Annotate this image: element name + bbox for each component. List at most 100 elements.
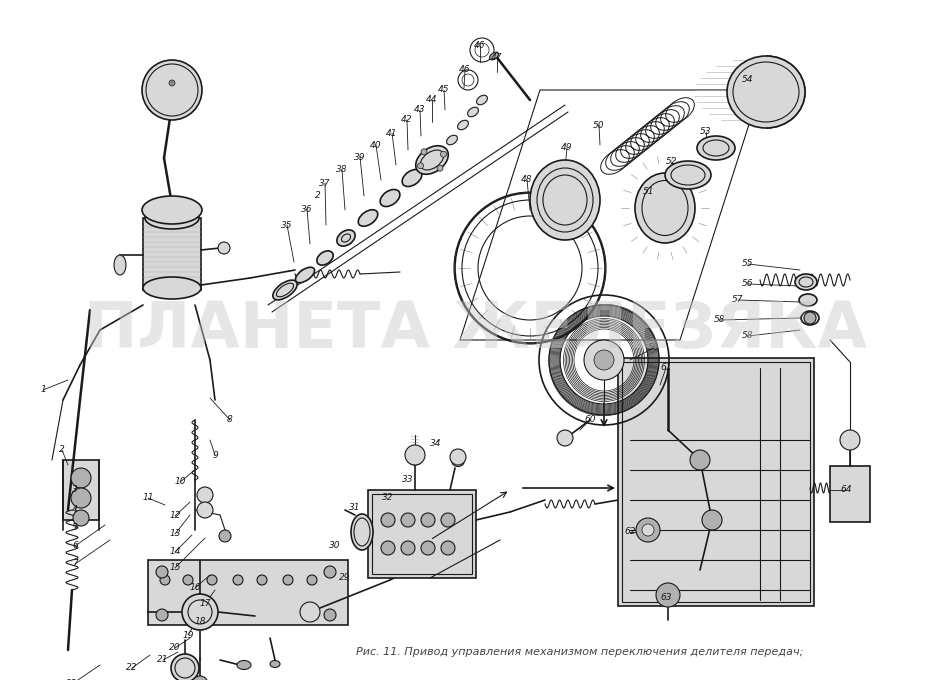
Ellipse shape (114, 255, 126, 275)
Circle shape (207, 575, 217, 585)
Text: 53: 53 (700, 128, 712, 137)
Text: 51: 51 (643, 188, 655, 197)
Text: 12: 12 (169, 511, 180, 520)
Text: 31: 31 (350, 503, 361, 513)
Text: 32: 32 (382, 494, 393, 503)
Text: 45: 45 (438, 86, 449, 95)
Circle shape (804, 312, 816, 324)
Circle shape (401, 541, 415, 555)
Circle shape (233, 575, 243, 585)
Circle shape (584, 340, 624, 380)
Ellipse shape (295, 267, 314, 283)
Text: 47: 47 (491, 54, 503, 63)
Text: 61: 61 (660, 364, 672, 373)
Text: 6: 6 (72, 541, 78, 551)
Text: 48: 48 (522, 175, 533, 184)
Text: 22: 22 (126, 664, 138, 673)
Text: 29: 29 (339, 573, 351, 583)
Text: 38: 38 (336, 165, 348, 175)
Ellipse shape (237, 660, 251, 670)
Ellipse shape (799, 294, 817, 306)
Text: ПЛАНЕТА ЖЕЛЕЗЯКА: ПЛАНЕТА ЖЕЛЕЗЯКА (84, 299, 866, 361)
Circle shape (142, 60, 202, 120)
Text: 16: 16 (189, 583, 200, 592)
Text: 1: 1 (40, 386, 46, 394)
Ellipse shape (408, 455, 422, 465)
Circle shape (183, 575, 193, 585)
Ellipse shape (446, 135, 457, 145)
Bar (63, 460, 99, 520)
Ellipse shape (380, 190, 400, 207)
Text: 20: 20 (169, 643, 180, 653)
Bar (368, 490, 476, 578)
Circle shape (557, 430, 573, 446)
Ellipse shape (273, 280, 297, 300)
Bar (622, 362, 810, 602)
Text: 46: 46 (474, 41, 485, 50)
Circle shape (636, 518, 660, 542)
Circle shape (197, 502, 213, 518)
Circle shape (71, 468, 91, 488)
Circle shape (401, 513, 415, 527)
Circle shape (381, 541, 395, 555)
Text: 8: 8 (227, 415, 233, 424)
Ellipse shape (270, 660, 280, 668)
Circle shape (594, 350, 614, 370)
Bar (148, 560, 348, 625)
Ellipse shape (530, 160, 600, 240)
Text: 57: 57 (732, 296, 744, 305)
Circle shape (421, 149, 427, 155)
Circle shape (73, 510, 89, 526)
Circle shape (405, 445, 425, 465)
Circle shape (702, 510, 722, 530)
Text: 41: 41 (387, 129, 398, 137)
Circle shape (441, 151, 446, 157)
Text: 59: 59 (648, 343, 659, 352)
Text: 50: 50 (593, 120, 605, 129)
Ellipse shape (801, 311, 819, 325)
Ellipse shape (458, 120, 468, 130)
Text: 7: 7 (72, 560, 78, 568)
Circle shape (257, 575, 267, 585)
Ellipse shape (727, 56, 805, 128)
Text: 4: 4 (72, 505, 78, 515)
Text: 58: 58 (742, 332, 753, 341)
Ellipse shape (337, 230, 355, 246)
Circle shape (219, 530, 231, 542)
Text: 14: 14 (169, 547, 180, 556)
Text: 18: 18 (194, 617, 206, 626)
Text: 2: 2 (59, 445, 65, 454)
Ellipse shape (467, 107, 479, 117)
Circle shape (300, 602, 320, 622)
Text: 11: 11 (142, 494, 154, 503)
Circle shape (71, 488, 91, 508)
Text: 19: 19 (182, 630, 194, 639)
Circle shape (441, 513, 455, 527)
Ellipse shape (358, 209, 378, 226)
Text: 63: 63 (660, 594, 672, 602)
Ellipse shape (477, 95, 487, 105)
Ellipse shape (351, 514, 373, 550)
Ellipse shape (143, 277, 201, 299)
Text: 60: 60 (584, 415, 596, 424)
Text: 34: 34 (430, 439, 442, 449)
Text: 62: 62 (624, 528, 636, 537)
Circle shape (642, 524, 654, 536)
Circle shape (171, 654, 199, 680)
Circle shape (441, 541, 455, 555)
Text: 2: 2 (315, 192, 321, 201)
Text: 49: 49 (561, 143, 573, 152)
Circle shape (381, 513, 395, 527)
Circle shape (450, 449, 466, 465)
Ellipse shape (795, 274, 817, 290)
Text: 5: 5 (72, 524, 78, 532)
Text: 54: 54 (742, 75, 753, 84)
Ellipse shape (142, 196, 202, 224)
Circle shape (656, 583, 680, 607)
Ellipse shape (416, 146, 448, 174)
Circle shape (324, 609, 336, 621)
Text: 40: 40 (370, 141, 382, 150)
Ellipse shape (452, 458, 464, 466)
Ellipse shape (635, 173, 695, 243)
Text: 46: 46 (459, 65, 471, 75)
